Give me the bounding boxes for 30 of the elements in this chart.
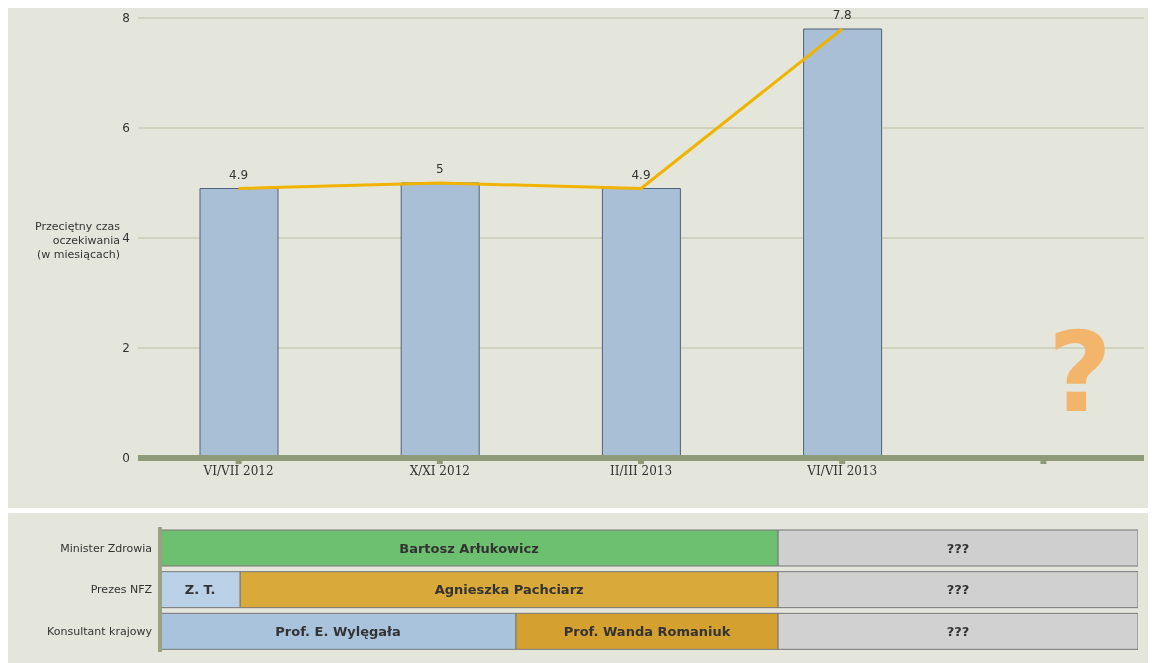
bar bbox=[199, 188, 279, 458]
series-label: ??? bbox=[946, 582, 970, 598]
data-label: 4.9 bbox=[229, 167, 249, 182]
y-tick-label: 0 bbox=[122, 451, 130, 466]
data-label: 4.9 bbox=[631, 167, 651, 182]
series-label: Prof. Wanda Romaniuk bbox=[563, 623, 731, 639]
x-tick-label: VI/VII 2013 bbox=[806, 463, 878, 478]
y-tick-label: 4 bbox=[122, 231, 130, 246]
series-label: Z. T. bbox=[184, 582, 216, 598]
y-tick-label: 2 bbox=[122, 341, 130, 356]
data-label: 5 bbox=[435, 162, 444, 176]
series-label: Agnieszka Pachciarz bbox=[434, 582, 584, 598]
x-tick-label: VI/VII 2012 bbox=[202, 463, 274, 478]
annotation: ? bbox=[1048, 309, 1112, 437]
bar bbox=[601, 188, 681, 458]
bar bbox=[803, 28, 883, 458]
y-tick-label: 6 bbox=[122, 121, 130, 136]
y-tick-label: Minister Zdrowia bbox=[60, 541, 152, 555]
bar bbox=[400, 182, 480, 458]
series-label: ??? bbox=[946, 623, 970, 639]
y-axis-title: Przeciętny czas oczekiwania (w miesiącach) bbox=[34, 220, 120, 262]
data-label: 7.8 bbox=[832, 8, 852, 22]
x-tick-label: X/XI 2012 bbox=[409, 463, 470, 478]
series-label: Prof. E. Wylęgała bbox=[275, 623, 401, 639]
series-label: Bartosz Arłukowicz bbox=[399, 540, 539, 556]
y-tick-label: 8 bbox=[122, 11, 130, 26]
x-tick-label: II/III 2013 bbox=[609, 463, 673, 478]
series-label: ??? bbox=[946, 540, 970, 556]
y-tick-label: Prezes NFZ bbox=[90, 583, 153, 597]
y-tick-label: Konsultant krajowy bbox=[47, 625, 153, 639]
